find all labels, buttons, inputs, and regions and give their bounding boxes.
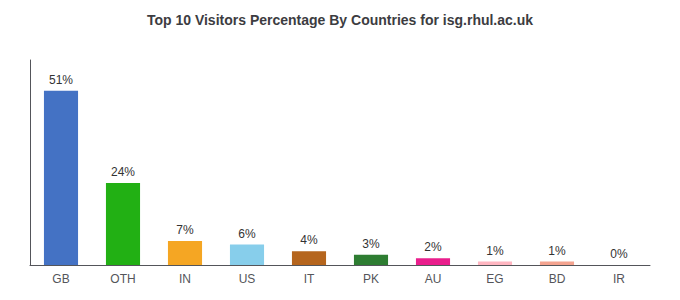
svg-text:24%: 24% (111, 165, 135, 179)
svg-text:AU: AU (425, 272, 442, 286)
svg-text:2%: 2% (424, 240, 442, 254)
svg-text:GB: GB (52, 272, 69, 286)
svg-text:IN: IN (179, 272, 191, 286)
svg-text:BD: BD (549, 272, 566, 286)
svg-text:PK: PK (363, 272, 379, 286)
svg-text:51%: 51% (49, 73, 73, 87)
svg-text:US: US (239, 272, 256, 286)
svg-text:IT: IT (304, 272, 315, 286)
svg-text:0%: 0% (610, 247, 628, 261)
svg-text:7%: 7% (176, 223, 194, 237)
svg-text:3%: 3% (362, 237, 380, 251)
svg-text:Top 10 Visitors Percentage By: Top 10 Visitors Percentage By Countries … (147, 12, 533, 28)
svg-text:OTH: OTH (110, 272, 135, 286)
svg-text:EG: EG (486, 272, 503, 286)
svg-text:1%: 1% (486, 244, 504, 258)
svg-text:4%: 4% (300, 233, 318, 247)
svg-text:6%: 6% (238, 227, 256, 241)
svg-text:1%: 1% (548, 244, 566, 258)
svg-text:IR: IR (613, 272, 625, 286)
